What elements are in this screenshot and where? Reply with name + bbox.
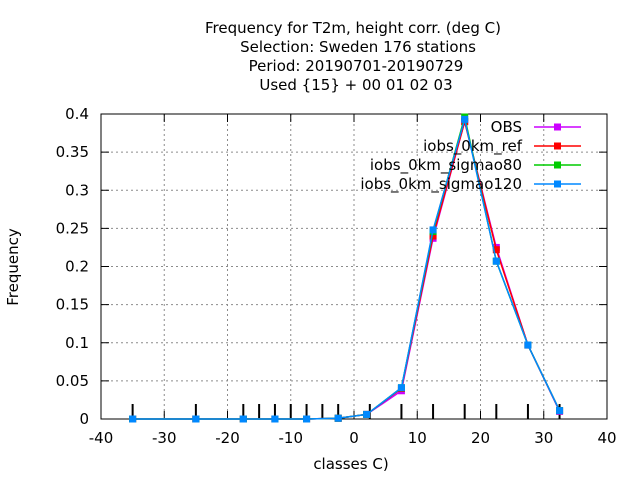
series-point: [429, 226, 437, 234]
series-point: [524, 341, 532, 349]
series-point: [192, 415, 200, 423]
y-tick-label: 0.15: [56, 296, 89, 314]
x-tick-label: 20: [471, 429, 490, 447]
x-tick-label: -20: [215, 429, 240, 447]
title-line-1: Frequency for T2m, height corr. (deg C): [205, 19, 501, 37]
title-line-4: Used {15} + 00 01 02 03: [259, 76, 452, 94]
legend-label: OBS: [491, 118, 522, 136]
title-line-2: Selection: Sweden 176 stations: [240, 38, 476, 56]
y-axis-label: Frequency: [4, 228, 22, 306]
series-point: [239, 415, 247, 423]
series-lines: [129, 113, 564, 423]
y-tick-label: 0.35: [56, 143, 89, 161]
x-tick-label: 10: [408, 429, 427, 447]
y-tick-label: 0.25: [56, 219, 89, 237]
legend-label: iobs_0km_sigmao80: [370, 156, 522, 175]
legend-marker: [554, 142, 561, 150]
grid-lines: [101, 114, 607, 419]
x-tick-labels: -40 -30 -20 -10 0 10 20 30 40: [89, 429, 617, 447]
series-point: [363, 410, 371, 418]
series-point: [129, 415, 137, 423]
legend: OBSiobs_0km_refiobs_0km_sigmao80iobs_0km…: [360, 118, 581, 194]
x-tick-label: 0: [349, 429, 359, 447]
y-tick-label: 0: [79, 410, 89, 428]
legend-marker: [554, 123, 561, 131]
chart-title: Frequency for T2m, height corr. (deg C) …: [205, 19, 501, 94]
plot-axes: [100, 113, 608, 420]
series-point: [492, 257, 500, 265]
y-tick-label: 0.4: [65, 105, 89, 123]
y-tick-label: 0.1: [65, 334, 89, 352]
series-point: [271, 415, 279, 423]
legend-marker: [554, 180, 561, 188]
y-tick-labels: 0 0.05 0.1 0.15 0.2 0.25 0.3 0.35 0.4: [56, 105, 89, 428]
series-point: [334, 414, 342, 422]
x-tick-label: 30: [534, 429, 553, 447]
series-point: [461, 115, 469, 123]
x-axis-label: classes C): [313, 455, 388, 473]
series-point: [303, 415, 311, 423]
legend-label: iobs_0km_ref: [423, 137, 523, 156]
legend-label: iobs_0km_sigmao120: [360, 175, 522, 194]
title-line-3: Period: 20190701-20190729: [249, 57, 464, 75]
x-tick-label: -40: [89, 429, 114, 447]
series-group-4: [129, 115, 564, 423]
series-point: [556, 407, 564, 415]
x-tick-label: -10: [279, 429, 304, 447]
y-tick-label: 0.2: [65, 258, 89, 276]
y-tick-label: 0.3: [65, 181, 89, 199]
x-tick-label: 40: [597, 429, 616, 447]
x-tick-label: -30: [152, 429, 177, 447]
series-point: [397, 384, 405, 392]
legend-marker: [554, 161, 561, 169]
y-tick-label: 0.05: [56, 372, 89, 390]
